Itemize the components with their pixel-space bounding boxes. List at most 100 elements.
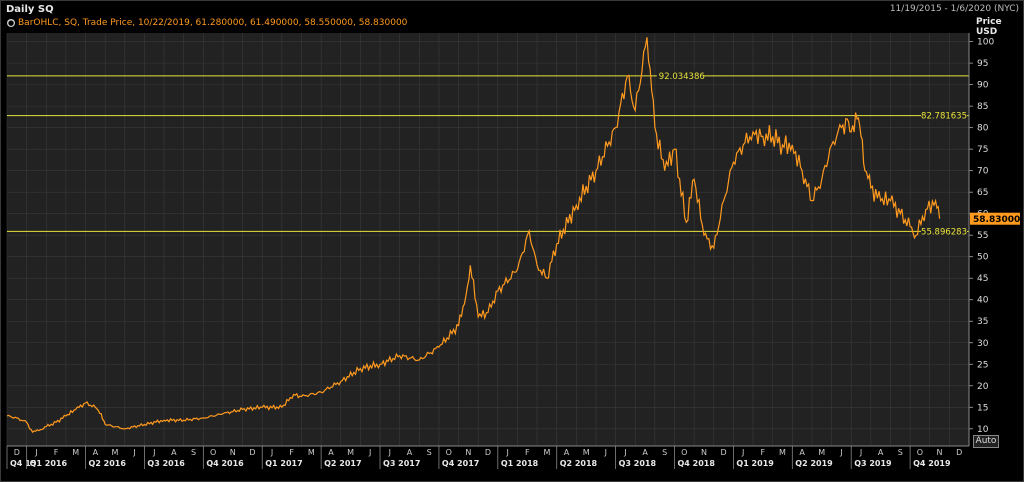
month-label: O	[210, 448, 216, 457]
month-label: J	[859, 448, 862, 457]
month-label: M	[72, 448, 79, 457]
y-tick-label: 95	[977, 59, 988, 69]
month-label: F	[54, 448, 59, 457]
month-label: J	[152, 448, 155, 457]
y-tick-label: 65	[977, 188, 988, 198]
month-label: J	[270, 448, 273, 457]
y-tick-label: 60	[977, 210, 989, 220]
y-axis-title-line2: USD	[976, 27, 998, 37]
month-label: S	[898, 448, 903, 457]
month-label: J	[839, 448, 842, 457]
quarter-label: Q1 2016	[30, 459, 68, 468]
last-price-marker: 58.830000	[970, 212, 1023, 225]
quarter-label: Q2 2017	[324, 459, 361, 468]
month-label: M	[583, 448, 590, 457]
y-tick-label: 35	[977, 317, 988, 327]
grid	[6, 33, 969, 446]
chart-title: Daily SQ	[6, 4, 54, 15]
quarter-label: Q1 2017	[265, 459, 302, 468]
month-label: A	[328, 448, 334, 457]
y-axis-title-line1: Price	[976, 17, 1002, 27]
month-label: J	[34, 448, 37, 457]
month-label: M	[347, 448, 354, 457]
month-label: N	[701, 448, 707, 457]
month-label: F	[761, 448, 766, 457]
month-label: D	[956, 448, 962, 457]
auto-scale-button[interactable]: Auto	[973, 435, 999, 448]
level-label-bg	[921, 226, 967, 237]
month-label: O	[446, 448, 452, 457]
month-label: J	[604, 448, 607, 457]
month-label: A	[171, 448, 177, 457]
month-label: J	[505, 448, 508, 457]
legend-toggle-icon[interactable]: ●	[7, 19, 15, 27]
month-label: J	[623, 448, 626, 457]
month-label: D	[249, 448, 255, 457]
month-label: F	[525, 448, 530, 457]
quarter-label: Q1 2018	[501, 459, 539, 468]
month-label: A	[878, 448, 884, 457]
month-label: M	[779, 448, 786, 457]
y-tick-label: 25	[977, 360, 988, 370]
quarter-label: Q1 2019	[736, 459, 774, 468]
month-label: A	[93, 448, 99, 457]
quarter-label: Q4 2019	[913, 459, 951, 468]
month-label: N	[937, 448, 943, 457]
month-label: M	[543, 448, 550, 457]
month-label: D	[721, 448, 727, 457]
month-label: M	[818, 448, 825, 457]
level-label-bg	[921, 110, 967, 121]
month-label: S	[191, 448, 196, 457]
quarter-label: Q3 2017	[383, 459, 420, 468]
month-label: A	[642, 448, 648, 457]
y-tick-label: 20	[977, 382, 989, 392]
last-price-badge	[970, 212, 1020, 225]
y-tick-label: 50	[977, 253, 989, 263]
y-tick-label: 90	[977, 81, 989, 91]
y-tick-label: 80	[977, 124, 989, 134]
month-label: J	[368, 448, 371, 457]
quarter-label: Q4 15	[10, 459, 37, 468]
month-label: A	[407, 448, 413, 457]
y-tick-label: 100	[977, 38, 994, 48]
month-label: N	[465, 448, 471, 457]
month-label: A	[799, 448, 805, 457]
y-tick-label: 45	[977, 274, 988, 284]
y-tick-label: 55	[977, 231, 988, 241]
quarter-label: Q3 2019	[854, 459, 892, 468]
y-tick-label: 30	[977, 339, 989, 349]
month-label: J	[388, 448, 391, 457]
month-label: O	[681, 448, 687, 457]
y-tick-label: 15	[977, 403, 988, 413]
month-label: F	[289, 448, 294, 457]
quarter-label: Q2 2018	[560, 459, 598, 468]
y-tick-label: 40	[977, 296, 989, 306]
month-label: M	[112, 448, 119, 457]
level-label: 92.034386	[659, 72, 705, 82]
month-label: D	[14, 448, 20, 457]
month-label: D	[485, 448, 491, 457]
y-tick-label: 10	[977, 425, 989, 435]
y-tick-label: 85	[977, 102, 988, 112]
plot-area	[7, 33, 969, 446]
month-label: O	[917, 448, 923, 457]
level-label: 55.896283	[921, 227, 967, 237]
quarter-label: Q4 2018	[678, 459, 716, 468]
price-line	[6, 37, 941, 434]
y-axis: 10 15 20 25 30 35 40 45 50 55 60 65 70 75 80 85 90 95 100	[968, 33, 994, 446]
month-label: J	[741, 448, 744, 457]
legend: ● BarOHLC, SQ, Trade Price, 10/22/2019, …	[7, 18, 407, 28]
month-label: A	[564, 448, 570, 457]
last-price-label: 58.830000	[973, 215, 1023, 225]
quarter-label: Q2 2016	[89, 459, 127, 468]
y-tick-label: 75	[977, 145, 988, 155]
levels: 92.034386 82.781635 55.896283	[7, 70, 969, 237]
level-label: 82.781635	[921, 112, 967, 122]
month-label: S	[662, 448, 667, 457]
month-label: S	[427, 448, 432, 457]
legend-label: BarOHLC, SQ, Trade Price, 10/22/2019, 61…	[18, 18, 408, 28]
quarter-label: Q2 2019	[795, 459, 833, 468]
